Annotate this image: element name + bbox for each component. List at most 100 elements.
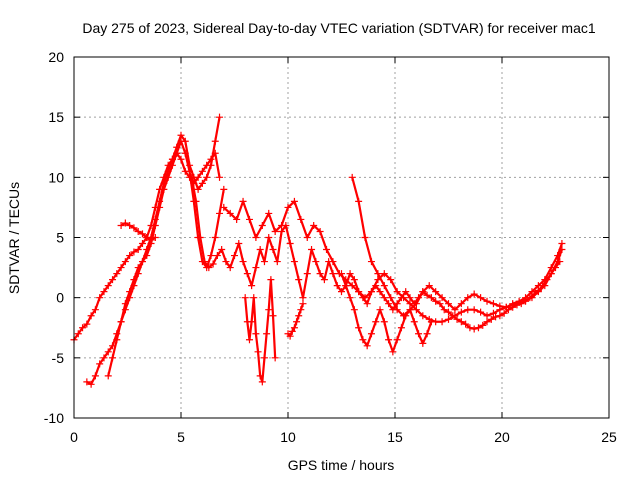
- data-point: [233, 215, 241, 223]
- data-point: [198, 167, 206, 175]
- data-point: [457, 300, 465, 308]
- y-tick-label: 10: [48, 169, 64, 185]
- data-point: [284, 203, 292, 211]
- data-point: [361, 294, 369, 302]
- data-point: [445, 308, 452, 316]
- series-trace: [351, 177, 563, 317]
- data-point: [363, 300, 371, 308]
- data-point: [477, 308, 485, 316]
- data-point: [558, 240, 566, 248]
- data-point: [205, 264, 213, 272]
- data-point: [329, 270, 337, 278]
- y-tick-labels: -10 -5 0 5 10 15 20: [44, 49, 64, 426]
- data-point: [338, 270, 345, 278]
- data-point: [374, 270, 382, 278]
- data-point: [367, 288, 375, 296]
- data-point: [104, 282, 112, 290]
- data-point: [432, 288, 440, 296]
- data-point: [207, 252, 215, 260]
- data-point: [355, 288, 363, 296]
- data-point: [100, 354, 108, 362]
- data-point: [487, 315, 495, 323]
- data-point: [483, 312, 491, 320]
- data-point: [385, 336, 393, 344]
- data-point: [130, 248, 138, 256]
- data-point: [216, 209, 224, 217]
- data-point: [333, 282, 341, 290]
- data-point: [419, 288, 427, 296]
- y-tick-label: -5: [52, 350, 65, 366]
- data-point: [196, 234, 204, 241]
- data-point: [432, 297, 440, 305]
- data-point: [79, 324, 87, 332]
- grid: [74, 57, 609, 418]
- data-point: [288, 327, 296, 335]
- data-point: [265, 209, 273, 217]
- data-point: [220, 185, 228, 193]
- data-point: [121, 258, 129, 266]
- data-point: [222, 258, 230, 266]
- data-point: [254, 348, 262, 356]
- data-point: [271, 354, 279, 362]
- data-point: [243, 270, 251, 278]
- data-point: [91, 306, 99, 314]
- data-point: [470, 306, 478, 314]
- data-point: [278, 221, 286, 229]
- data-point: [265, 234, 273, 241]
- data-point: [104, 372, 112, 380]
- data-point: [438, 318, 446, 326]
- data-point: [502, 303, 510, 311]
- x-tick-label: 15: [387, 429, 403, 445]
- data-point: [109, 276, 117, 284]
- data-point: [387, 294, 395, 302]
- data-point: [423, 291, 431, 299]
- data-point: [245, 336, 253, 344]
- data-point: [361, 234, 369, 241]
- data-point: [117, 318, 125, 326]
- data-point: [299, 294, 307, 302]
- data-point: [376, 306, 384, 314]
- series-trace: [244, 278, 277, 383]
- data-point: [100, 288, 108, 296]
- data-point: [265, 306, 273, 314]
- data-point: [250, 294, 258, 302]
- data-point: [258, 221, 266, 229]
- data-point: [372, 318, 380, 326]
- data-point: [464, 294, 472, 302]
- x-tick-labels: 0 5 10 15 20 25: [70, 429, 617, 445]
- data-point: [293, 318, 301, 326]
- data-point: [258, 378, 266, 386]
- y-tick-label: 20: [48, 49, 64, 65]
- data-point: [412, 300, 420, 308]
- data-point: [138, 258, 146, 266]
- data-point: [387, 276, 395, 284]
- data-point: [201, 258, 209, 266]
- data-point: [168, 161, 176, 169]
- data-point: [397, 324, 405, 332]
- x-tick-label: 10: [280, 429, 296, 445]
- data-point: [235, 240, 243, 248]
- data-point: [96, 294, 104, 302]
- data-point: [367, 330, 375, 338]
- data-point: [474, 324, 482, 332]
- data-point: [438, 294, 446, 302]
- data-point: [126, 288, 134, 296]
- data-point: [558, 246, 566, 254]
- data-point: [203, 173, 211, 181]
- data-point: [406, 300, 414, 308]
- data-point: [316, 270, 324, 278]
- data-point: [256, 372, 264, 380]
- data-point: [419, 339, 427, 347]
- data-point: [164, 173, 172, 181]
- x-tick-label: 0: [70, 429, 78, 445]
- data-point: [297, 306, 305, 314]
- data-point: [489, 300, 497, 308]
- x-tick-label: 25: [601, 429, 617, 445]
- data-point: [273, 258, 281, 266]
- data-point: [451, 306, 459, 314]
- series-track-b: [83, 113, 224, 388]
- data-point: [303, 270, 311, 278]
- data-point: [126, 221, 134, 229]
- data-point: [286, 332, 294, 340]
- data-point: [239, 258, 247, 266]
